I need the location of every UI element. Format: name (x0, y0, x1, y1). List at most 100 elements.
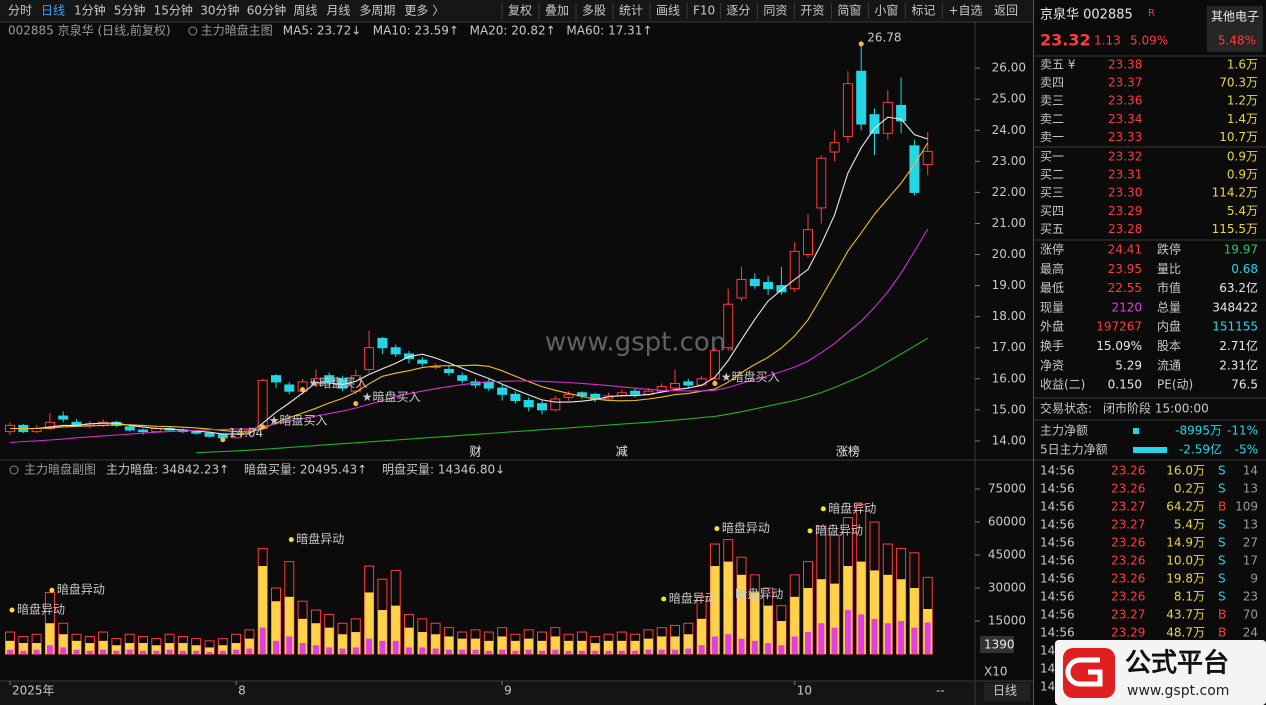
bar (550, 636, 560, 655)
toolbar-tab[interactable]: 5分钟 (114, 3, 146, 18)
toolbar-button[interactable]: 小窗 (874, 4, 898, 18)
trade-count: 13 (1243, 518, 1258, 532)
bar (485, 650, 492, 655)
toolbar-button[interactable]: 标记 (911, 4, 935, 18)
book-volume: 0.9万 (1227, 168, 1258, 182)
trade-price: 23.27 (1111, 518, 1145, 532)
bar (273, 640, 279, 655)
bar (723, 561, 733, 655)
stat-label: 最高 (1040, 261, 1064, 276)
toolbar-tab[interactable]: 60分钟 (247, 3, 286, 18)
book-label: 卖一 (1040, 130, 1064, 144)
candle-body (803, 229, 813, 256)
toolbar-tab[interactable]: 日线 (41, 4, 65, 18)
toolbar-button[interactable]: 简窗 (837, 4, 861, 18)
candle-body (696, 378, 707, 386)
toolbar-button[interactable]: 统计 (619, 4, 643, 18)
stat-value: 348422 (1212, 300, 1258, 314)
bar (218, 645, 228, 655)
bar (643, 638, 653, 655)
bar (499, 649, 506, 655)
book-volume: 70.3万 (1219, 76, 1258, 90)
toolbar-tab[interactable]: 分时 (8, 4, 32, 18)
candle-body (457, 375, 468, 381)
toolbar-button[interactable]: 同资 (763, 4, 787, 18)
flow-indicator (1133, 428, 1139, 434)
candle-body (656, 386, 667, 392)
toolbar-button[interactable]: +自选 (948, 4, 982, 18)
toolbar-button[interactable]: 开资 (800, 4, 824, 18)
trade-count: 109 (1235, 500, 1258, 514)
toolbar-tab[interactable]: 月线 (326, 4, 350, 18)
bar (750, 592, 760, 655)
toolbar-button[interactable]: F10 (693, 4, 715, 18)
bar (85, 643, 95, 655)
y-tick-label: 25.00 (992, 92, 1026, 106)
footer-button[interactable]: 日线 (993, 684, 1017, 698)
trade-side: S (1218, 482, 1226, 496)
trade-side: S (1218, 590, 1226, 604)
toolbar-tab[interactable]: 1分钟 (74, 3, 106, 18)
candle-body (550, 398, 561, 411)
bar (246, 648, 253, 655)
toolbar-button[interactable]: 叠加 (545, 4, 569, 18)
toolbar-button[interactable]: 多股 (582, 4, 606, 18)
trade-price: 23.27 (1111, 500, 1145, 514)
toolbar-button[interactable]: 画线 (656, 4, 680, 18)
toolbar-tab[interactable]: 多周期 (359, 4, 395, 18)
bar (284, 596, 294, 655)
book-label: 卖二 (1040, 112, 1064, 126)
trade-time: 14:56 (1040, 482, 1075, 496)
annotation: 14.04 (229, 426, 263, 440)
bar (858, 614, 865, 655)
bar (818, 623, 825, 655)
toolbar-tab[interactable]: 15分钟 (154, 3, 193, 18)
bar (219, 650, 226, 655)
flow-value: -8995万 (1175, 424, 1222, 438)
bar (445, 649, 452, 655)
candle-body (124, 426, 135, 431)
candle-body (563, 393, 574, 398)
bar (524, 638, 534, 655)
badge: R (1148, 8, 1155, 19)
toolbar-button[interactable]: 逐分 (726, 4, 750, 18)
book-price: 23.33 (1108, 130, 1142, 144)
book-price: 23.31 (1108, 168, 1142, 182)
bar (510, 640, 520, 655)
y-tick-label: 16.00 (992, 371, 1026, 385)
bar (617, 640, 627, 655)
bar (271, 601, 281, 655)
toolbar-button[interactable]: 复权 (508, 4, 532, 18)
bar (406, 647, 412, 655)
back-button[interactable]: 返回 (994, 4, 1018, 18)
bar (377, 610, 387, 655)
candle-body (350, 375, 361, 392)
trade-time: 14:56 (1040, 590, 1075, 604)
footer-bg (0, 681, 1033, 705)
toolbar-tab[interactable]: 30分钟 (200, 3, 239, 18)
y-tick-label: 75000 (988, 482, 1026, 496)
bar (286, 636, 293, 655)
book-price: 23.30 (1108, 186, 1142, 200)
toolbar-tab[interactable]: 周线 (293, 4, 317, 18)
trade-count: 14 (1243, 464, 1258, 478)
toolbar-tab[interactable]: 更多 〉 (404, 4, 444, 18)
trade-price: 23.26 (1111, 536, 1145, 550)
bar (738, 638, 745, 655)
stat-value: 5.29 (1115, 358, 1142, 372)
bar (417, 632, 427, 655)
bar (32, 643, 42, 655)
bar (18, 643, 28, 655)
y-tick-label: 18.00 (992, 309, 1026, 323)
x-tick-label: 2025年 (12, 684, 55, 698)
bar (632, 650, 639, 655)
bar (324, 627, 334, 655)
stat-value: 151155 (1212, 320, 1258, 334)
sector-pct: 5.48% (1218, 34, 1256, 48)
stat-label: 净资 (1040, 358, 1064, 372)
annotation-marker (288, 537, 294, 543)
bar (299, 643, 306, 655)
trade-price: 23.27 (1111, 608, 1145, 622)
candle-body (44, 421, 55, 429)
